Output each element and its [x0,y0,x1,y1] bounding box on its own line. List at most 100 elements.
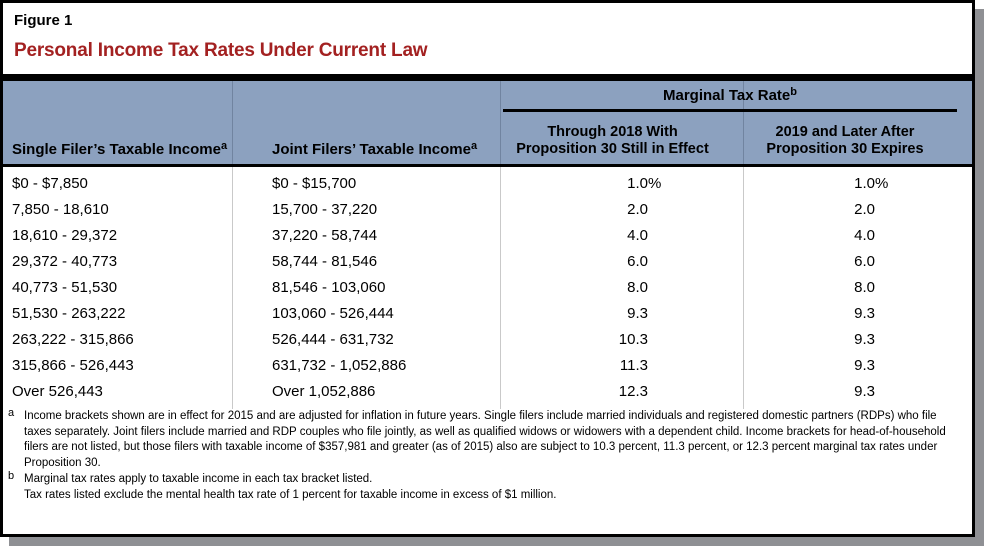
single-filer-bracket: 40,773 - 51,530 [12,279,118,296]
rate-prop30: 6.0 [500,249,662,275]
single-filer-bracket: 315,866 - 526,443 [12,357,134,374]
body-column-divider [743,167,744,409]
rate-value: 8.0 [854,279,875,296]
footnote-ref-b: b [790,86,797,98]
rate-percent-sign [648,223,662,249]
table-row: 18,610 - 29,372 37,220 - 58,744 4.0 4.0 [3,223,972,249]
header-column-divider [232,81,233,164]
footnote-a: a Income brackets shown are in effect for… [8,407,962,471]
rate-value: 4.0 [627,227,648,244]
rate-percent-sign [875,353,889,379]
rate-value: 9.3 [854,357,875,374]
rate-after: 4.0 [743,223,889,249]
joint-filer-bracket: 526,444 - 631,732 [272,331,394,348]
joint-filer-bracket: 631,732 - 1,052,886 [272,357,407,374]
joint-filer-bracket: 15,700 - 37,220 [272,201,378,218]
joint-filer-bracket: 103,060 - 526,444 [272,305,394,322]
rate-prop30: 9.3 [500,301,662,327]
rate-prop30: 10.3 [500,327,662,353]
header-column-divider [500,81,501,164]
rate-percent-sign [875,249,889,275]
column-header-joint-filer: Joint Filers’ Taxable Incomea [272,140,478,158]
rate-value: 8.0 [627,279,648,296]
rate-after: 8.0 [743,275,889,301]
rate-percent-sign [875,379,889,405]
rate-value: 11.3 [619,357,648,374]
header-column-divider [743,81,744,164]
rate-percent-sign [648,197,662,223]
single-filer-bracket: 18,610 - 29,372 [12,227,118,244]
rate-value: 6.0 [627,253,648,270]
joint-filer-bracket: $0 - $15,700 [272,175,357,192]
table-row: 7,850 - 18,610 15,700 - 37,220 2.0 2.0 [3,197,972,223]
column-header-single-filer: Single Filer’s Taxable Incomea [12,140,228,158]
rate-percent-sign [875,301,889,327]
rate-value: 9.3 [854,305,875,322]
table-row: $0 - $7,850 $0 - $15,700 1.0% 1.0% [3,171,972,197]
rate-after: 2.0 [743,197,889,223]
title-block: Figure 1 Personal Income Tax Rates Under… [3,3,972,74]
joint-filer-bracket: 81,546 - 103,060 [272,279,386,296]
rate-after: 6.0 [743,249,889,275]
rate-after: 9.3 [743,301,889,327]
rate-percent-sign [648,353,662,379]
rate-prop30: 1.0% [500,171,662,197]
table-row: Over 526,443 Over 1,052,886 12.3 9.3 [3,379,972,405]
rate-value: 4.0 [854,227,875,244]
footnote-text: Income brackets shown are in effect for … [24,410,946,469]
rate-percent-sign [648,379,662,405]
rate-percent-sign [875,197,889,223]
body-column-divider [232,167,233,409]
rate-value: 1.0 [627,175,648,192]
rate-value: 2.0 [854,201,875,218]
rate-after: 9.3 [743,353,889,379]
rate-percent-sign [648,327,662,353]
joint-filer-bracket: 58,744 - 81,546 [272,253,378,270]
footnote-ref-a: a [470,140,478,152]
spanner-heading: Marginal Tax Rateb [663,86,797,104]
figure-panel: Figure 1 Personal Income Tax Rates Under… [0,0,975,537]
table-row: 51,530 - 263,222 103,060 - 526,444 9.3 9.3 [3,301,972,327]
single-filer-bracket: $0 - $7,850 [12,175,88,192]
rate-percent-sign [875,327,889,353]
body-column-divider [500,167,501,409]
table-row: 40,773 - 51,530 81,546 - 103,060 8.0 8.0 [3,275,972,301]
rate-value: 2.0 [627,201,648,218]
table-body: $0 - $7,850 $0 - $15,700 1.0% 1.0% 7,850 - 1… [3,167,972,409]
rate-prop30: 2.0 [500,197,662,223]
figure-title: Personal Income Tax Rates Under Current … [14,40,428,61]
rate-percent-sign [648,301,662,327]
joint-filer-bracket: Over 1,052,886 [272,383,376,400]
title-divider-rule [3,74,972,81]
rate-value: 6.0 [854,253,875,270]
table-row: 315,866 - 526,443 631,732 - 1,052,886 11.3… [3,353,972,379]
rate-prop30: 8.0 [500,275,662,301]
single-filer-bracket: 51,530 - 263,222 [12,305,126,322]
rate-value: 9.3 [854,383,875,400]
rate-percent-sign: % [875,175,889,192]
table-row: 263,222 - 315,866 526,444 - 631,732 10.3 9.… [3,327,972,353]
single-filer-bracket: Over 526,443 [12,383,103,400]
rate-after: 9.3 [743,327,889,353]
rate-value: 12.3 [618,383,648,400]
footnote-text: Marginal tax rates apply to taxable inco… [24,473,373,485]
rate-percent-sign [648,275,662,301]
rate-percent-sign: % [648,175,662,192]
footnote-ref-a: a [220,140,228,152]
rate-after: 1.0% [743,171,889,197]
rate-percent-sign [875,275,889,301]
figure-label: Figure 1 [14,12,73,29]
footnote-b: b Marginal tax rates apply to taxable inc… [8,470,962,503]
rate-prop30: 12.3 [500,379,662,405]
single-filer-bracket: 29,372 - 40,773 [12,253,118,270]
table-header: Marginal Tax Rateb Through 2018 With Pro… [3,81,972,167]
footnote-marker: b [8,470,15,482]
rate-value: 1.0 [854,175,875,192]
rate-value: 9.3 [627,305,648,322]
column-header-rate-prop30: Through 2018 With Proposition 30 Still i… [516,124,709,157]
table-row: 29,372 - 40,773 58,744 - 81,546 6.0 6.0 [3,249,972,275]
footnotes: a Income brackets shown are in effect for… [8,407,962,504]
joint-filer-bracket: 37,220 - 58,744 [272,227,378,244]
column-header-rate-after: 2019 and Later After Proposition 30 Expi… [766,124,924,157]
